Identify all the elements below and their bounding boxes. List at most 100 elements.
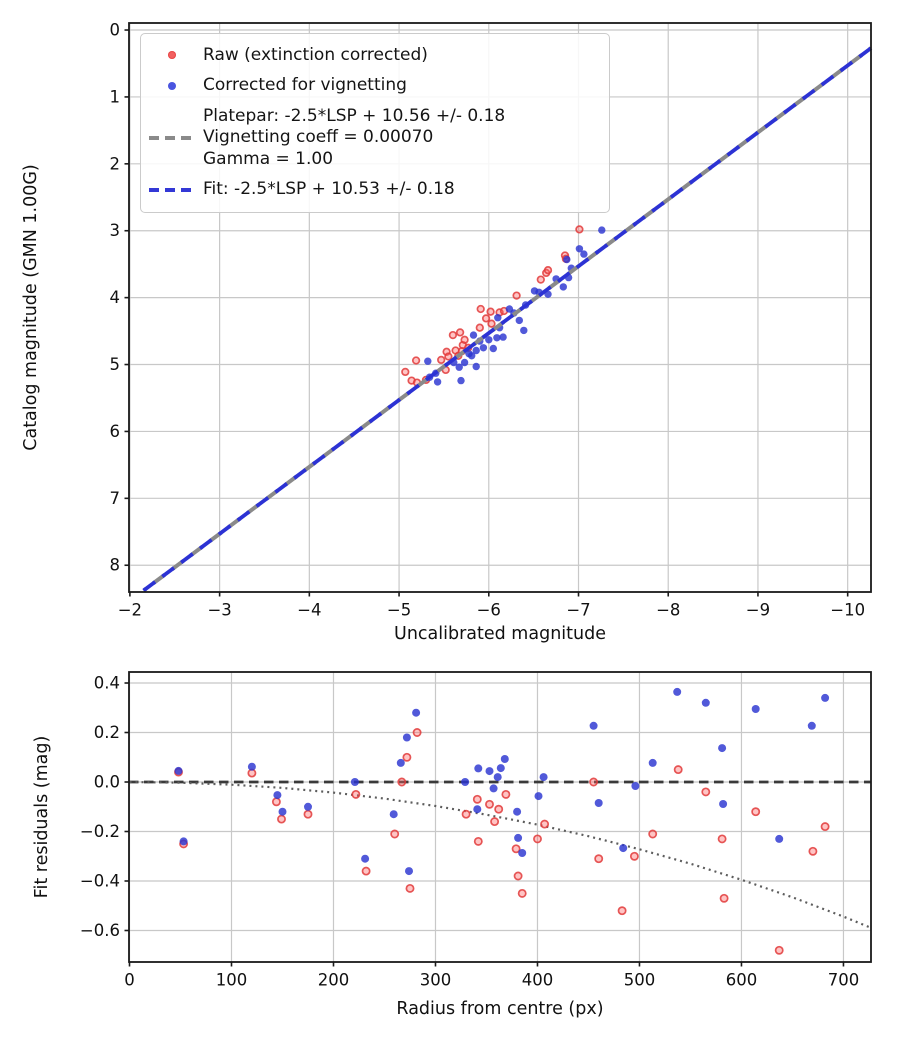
fit-line (140, 46, 873, 594)
x-axis-label: Radius from centre (px) (396, 999, 603, 1019)
y-tick-label: 3 (110, 221, 121, 240)
raw-data-point (444, 352, 453, 361)
y-tick-label: 7 (110, 489, 121, 508)
x-tick-label: −7 (566, 601, 590, 620)
legend-entry-label: Corrected for vignetting (203, 75, 407, 95)
raw-data-point (401, 367, 410, 377)
legend-entry-label: Raw (extinction corrected) (203, 44, 428, 65)
corrected-data-point (405, 867, 413, 876)
corrected-data-point (469, 331, 478, 339)
y-tick-label: 8 (110, 556, 121, 575)
x-tick-label: −3 (207, 601, 231, 620)
corrected-data-point (514, 833, 523, 842)
corrected-data-point (461, 778, 470, 786)
x-tick-label: −9 (746, 601, 770, 620)
corrected-marker-icon (168, 81, 176, 90)
raw-data-point (617, 906, 627, 916)
y-tick-label: 0 (110, 21, 121, 40)
raw-data-point (402, 752, 412, 762)
raw-data-point (517, 888, 527, 898)
raw-data-point (751, 807, 761, 817)
y-tick-label: −0.2 (80, 822, 120, 841)
corrected-data-point (648, 758, 657, 767)
raw-data-point (455, 328, 465, 337)
corrected-data-point (396, 758, 405, 767)
platepar-dash-icon (148, 135, 196, 140)
raw-data-point (476, 304, 485, 314)
raw-data-point (808, 846, 818, 856)
corrected-data-point (719, 800, 728, 808)
raw-data-point (594, 854, 604, 864)
y-tick-label: 4 (110, 288, 121, 307)
corrected-data-point (412, 708, 421, 717)
y-tick-label: 0.0 (94, 773, 120, 792)
raw-data-point (405, 883, 415, 893)
y-axis-label: Fit residuals (mag) (32, 736, 52, 899)
corrected-data-point (807, 721, 816, 730)
plot-border (128, 22, 872, 593)
x-tick-label: 600 (726, 971, 758, 990)
raw-data-point (774, 945, 784, 955)
raw-marker-icon (168, 51, 176, 60)
corrected-data-point (485, 767, 494, 776)
corrected-data-point (673, 687, 682, 696)
corrected-data-point (389, 810, 398, 819)
corrected-data-point (424, 357, 432, 365)
x-tick-label: −2 (118, 601, 142, 620)
raw-data-point (494, 804, 504, 814)
legend-marker-cell (141, 135, 203, 140)
corrected-data-point (520, 326, 528, 335)
x-tick-label: −6 (477, 601, 501, 620)
corrected-data-point (580, 250, 588, 258)
y-tick-label: 2 (110, 154, 121, 173)
legend-entry-label: Platepar: -2.5*LSP + 10.56 +/- 0.18 Vign… (203, 105, 506, 169)
corrected-data-point (751, 705, 760, 713)
legend-entry: Raw (extinction corrected) (141, 40, 599, 71)
raw-data-point (501, 789, 511, 799)
corrected-data-point (821, 693, 830, 702)
corrected-data-point (489, 344, 497, 353)
corrected-data-point (619, 844, 628, 853)
y-tick-label: 6 (110, 422, 121, 441)
corrected-data-point (402, 733, 411, 742)
x-tick-label: −4 (297, 601, 321, 620)
corrected-data-point (701, 698, 710, 707)
corrected-data-point (455, 363, 463, 371)
raw-data-point (485, 799, 494, 809)
legend-marker-cell (141, 187, 203, 192)
x-tick-label: 200 (318, 971, 350, 990)
corrected_residuals-series (174, 687, 830, 876)
corrected-data-point (433, 378, 442, 386)
raw-data-point (277, 814, 286, 824)
x-tick-label: 700 (828, 971, 860, 990)
legend-entry: Fit: -2.5*LSP + 10.53 +/- 0.18 (141, 175, 599, 206)
raw-data-point (473, 836, 483, 846)
x-tick-label: 0 (124, 971, 135, 990)
raw-data-point (543, 266, 553, 275)
corrected-data-point (515, 316, 523, 325)
corrected-data-point (460, 358, 469, 367)
raw-data-point (533, 834, 542, 844)
legend-entry-label: Fit: -2.5*LSP + 10.53 +/- 0.18 (203, 179, 455, 199)
raw-data-point (271, 797, 281, 807)
corrected-data-point (589, 721, 598, 730)
fit-residuals-plot: 0 100 200 300 400 500 600 700 0.4 0.2 0.0 −0.2 −0.4 −… (32, 671, 872, 1019)
corrected-data-point (534, 792, 543, 801)
raw-data-point (461, 809, 471, 819)
corrected-data-point (559, 283, 567, 291)
corrected-data-point (594, 799, 603, 807)
corrected-data-point (518, 849, 527, 857)
corrected-data-point (472, 362, 480, 371)
corrected-data-point (247, 762, 256, 771)
raw-data-point (536, 275, 545, 284)
raw-data-point (437, 355, 446, 365)
corrected-data-point (631, 782, 640, 790)
legend-entry: Platepar: -2.5*LSP + 10.56 +/- 0.18 Vign… (141, 101, 599, 175)
y-tick-label: −0.4 (80, 871, 120, 890)
raw-data-point (575, 225, 584, 234)
y-tick-label: 1 (110, 87, 121, 106)
corrected-data-point (775, 834, 784, 843)
x-axis-label: Uncalibrated magnitude (394, 624, 606, 644)
raw-data-point (397, 777, 407, 787)
